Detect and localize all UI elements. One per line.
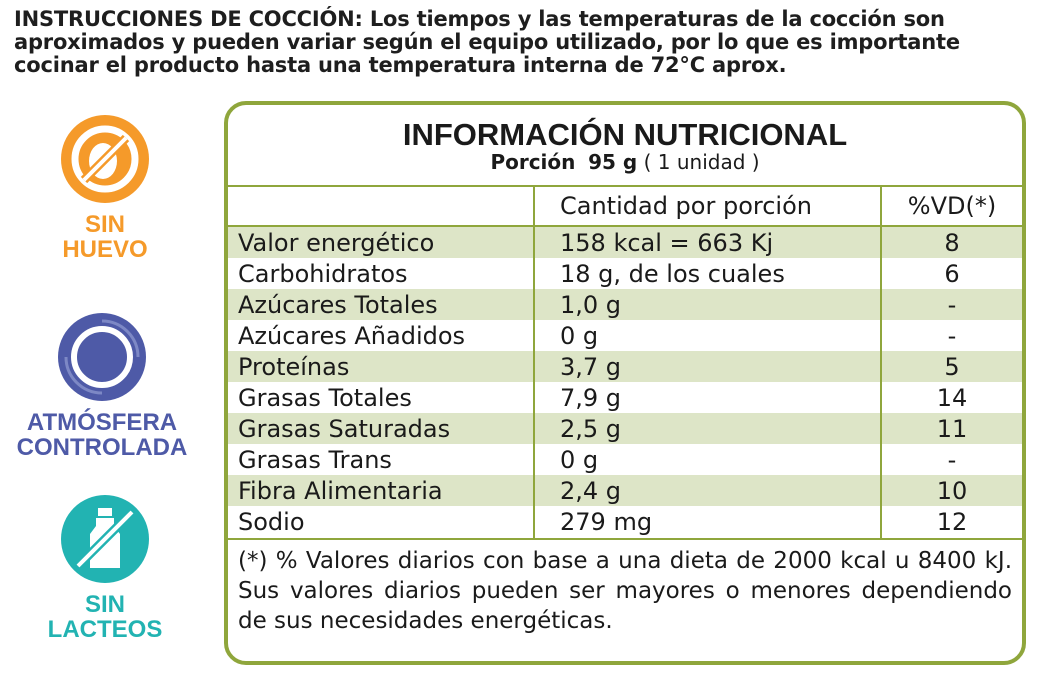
cooking-instructions-heading: INSTRUCCIONES DE COCCIÓN: <box>14 7 363 31</box>
nutrient-dv: 10 <box>880 475 1022 506</box>
nutrient-dv: 8 <box>880 226 1022 258</box>
nutrient-dv: 12 <box>880 506 1022 538</box>
header-amount: Cantidad por porción <box>533 187 881 227</box>
controlled-atmosphere-icon <box>58 313 146 401</box>
nutrition-table: Cantidad por porción %VD(*) Valor energé… <box>228 187 1022 538</box>
no-egg-icon <box>61 115 149 203</box>
table-row: Grasas Saturadas 2,5 g 11 <box>228 413 1022 444</box>
nutrient-amount: 7,9 g <box>533 382 881 413</box>
header-dv: %VD(*) <box>880 187 1022 227</box>
nutrient-name: Grasas Totales <box>238 383 412 412</box>
nutrient-dv: - <box>880 444 1022 475</box>
nutrient-name: Azúcares Añadidos <box>238 321 466 350</box>
table-row: Azúcares Añadidos 0 g- <box>228 320 1022 351</box>
nutrient-amount: 2,5 g <box>533 413 881 444</box>
nutrient-name: Carbohidratos <box>238 259 408 288</box>
badge-atmosfera-controlada: ATMÓSFERA CONTROLADA <box>2 312 202 460</box>
nutrient-dv: - <box>880 320 1022 351</box>
nutrient-name: Grasas Saturadas <box>228 413 534 444</box>
nutrient-amount: 18 g, de los cuales <box>533 258 881 289</box>
badge-sin-huevo: SIN HUEVO <box>5 114 205 262</box>
table-row: Valor energético 158 kcal = 663 Kj 8 <box>228 226 1022 258</box>
nutrient-dv: 6 <box>880 258 1022 289</box>
nutrient-dv: 5 <box>880 351 1022 382</box>
table-row: Grasas Trans 0 g- <box>228 444 1022 475</box>
nutrient-amount: 0 g <box>533 320 881 351</box>
nutrient-name: Sodio <box>238 508 305 536</box>
nutrition-title: INFORMACIÓN NUTRICIONAL <box>402 117 848 152</box>
portion-value: 95 g <box>588 150 638 174</box>
table-row: Sodio 279 mg 12 <box>228 506 1022 538</box>
nutrition-footnote: (*) % Valores diarios con base a una die… <box>228 538 1022 636</box>
nutrition-table-header: Cantidad por porción %VD(*) <box>228 187 1022 227</box>
table-row: Carbohidratos 18 g, de los cuales 6 <box>228 258 1022 289</box>
table-row: Grasas Totales 7,9 g 14 <box>228 382 1022 413</box>
badge-atmosfera-label: ATMÓSFERA CONTROLADA <box>16 409 188 461</box>
nutrient-dv: 14 <box>880 382 1022 413</box>
cooking-instructions-text: Los tiempos y las temperaturas de la coc… <box>14 7 960 77</box>
nutrient-name: Valor energético <box>228 226 534 258</box>
nutrient-name: Fibra Alimentaria <box>228 475 534 506</box>
badge-sin-lacteos: SIN LACTEOS <box>5 494 205 642</box>
nutrition-facts-panel: INFORMACIÓN NUTRICIONAL Porción 95 g ( 1… <box>224 101 1026 665</box>
no-dairy-icon <box>61 495 149 583</box>
table-row: Azúcares Totales 1,0 g- <box>228 289 1022 320</box>
table-row: Fibra Alimentaria 2,4 g 10 <box>228 475 1022 506</box>
nutrient-amount: 158 kcal = 663 Kj <box>533 226 881 258</box>
nutrient-amount: 0 g <box>533 444 881 475</box>
nutrient-amount: 2,4 g <box>533 475 881 506</box>
badge-sin-lacteos-label: SIN LACTEOS <box>47 591 163 643</box>
nutrient-dv: 11 <box>880 413 1022 444</box>
portion-label: Porción <box>490 150 576 174</box>
nutrient-amount: 1,0 g <box>533 289 881 320</box>
nutrient-amount: 3,7 g <box>533 351 881 382</box>
nutrient-name: Grasas Trans <box>238 445 392 474</box>
nutrient-name: Azúcares Totales <box>228 289 534 320</box>
cooking-instructions: INSTRUCCIONES DE COCCIÓN: Los tiempos y … <box>14 8 1034 77</box>
portion-note: ( 1 unidad ) <box>643 150 760 174</box>
badge-sin-huevo-label: SIN HUEVO <box>62 211 148 263</box>
nutrient-amount: 279 mg <box>533 506 881 538</box>
nutrition-header: INFORMACIÓN NUTRICIONAL Porción 95 g ( 1… <box>228 105 1022 187</box>
header-blank <box>228 187 534 227</box>
nutrient-dv: - <box>880 289 1022 320</box>
portion-line: Porción 95 g ( 1 unidad ) <box>228 151 1022 173</box>
nutrient-name: Proteínas <box>228 351 534 382</box>
